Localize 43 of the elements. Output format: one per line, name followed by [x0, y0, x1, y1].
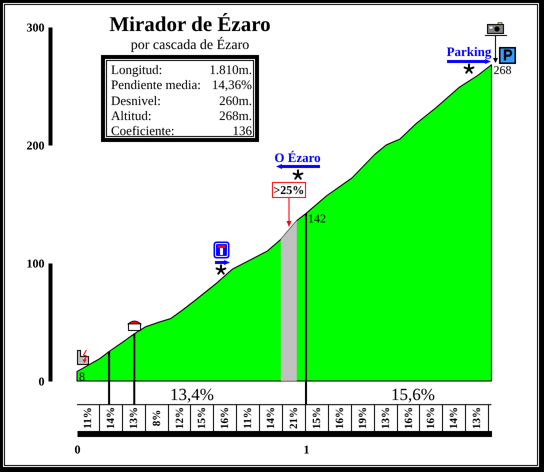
- annotation: O Ézaro: [274, 150, 321, 164]
- annotation: 1.810m.: [209, 62, 252, 77]
- annotation: 13,4%: [170, 385, 214, 404]
- annotation: 19%: [356, 406, 369, 429]
- annotation: Desnivel:: [111, 92, 161, 108]
- text: por cascada de Ézaro: [130, 36, 250, 53]
- annotation: 21%: [288, 406, 300, 429]
- annotation: 14%: [104, 406, 117, 429]
- annotation: 260m.: [219, 92, 252, 108]
- annotation: 16%: [402, 406, 415, 429]
- annotation: 16%: [425, 406, 438, 429]
- y-tick-label: 200: [26, 138, 44, 152]
- y-tick-label: 0: [38, 374, 44, 388]
- annotation: 136: [232, 123, 252, 138]
- annotation: 15%: [310, 406, 323, 429]
- annotation: Coeficiente:: [111, 123, 175, 138]
- annotation: 12%: [174, 406, 186, 429]
- annotation: Longitud:: [111, 62, 162, 77]
- data-label: 8: [79, 370, 85, 384]
- data-label: 268: [493, 62, 512, 77]
- y-tick-label: 100: [26, 256, 44, 270]
- annotation: Pendiente media:: [111, 77, 201, 92]
- annotation: 13%: [380, 406, 392, 429]
- y-tick-label: 300: [26, 20, 44, 34]
- annotation: 11%: [82, 407, 94, 429]
- annotation: 8%: [150, 410, 163, 426]
- annotation: 268m.: [219, 108, 252, 123]
- annotation: 16%: [334, 406, 346, 429]
- annotation: 13%: [128, 406, 140, 429]
- annotation: Parking: [446, 44, 492, 59]
- annotation: 13%: [471, 406, 484, 429]
- annotation: 14%: [265, 406, 278, 429]
- annotation: 15%: [196, 406, 208, 429]
- annotation: 14%: [448, 406, 460, 429]
- chart-title: Mirador de Ézaro: [109, 12, 271, 36]
- x-tick-label: 1: [304, 442, 310, 457]
- data-label: 142: [308, 211, 326, 226]
- annotation: 15,6%: [391, 385, 435, 404]
- annotation: 16%: [219, 406, 232, 429]
- annotation: 14,36%: [212, 77, 252, 92]
- annotation: Altitud:: [111, 108, 152, 123]
- band-label: >25%: [273, 182, 304, 197]
- annotation: 11%: [242, 407, 254, 429]
